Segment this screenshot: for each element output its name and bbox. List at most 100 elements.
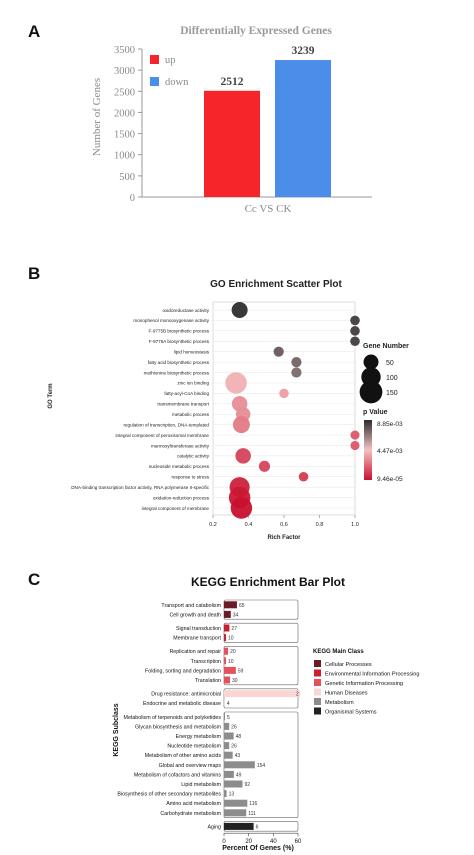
size-legend-label: 150 [386, 390, 398, 397]
kegg-legend-label: Organismal Systems [325, 710, 377, 716]
kegg-legend-swatch [314, 679, 321, 686]
chart-go-scatter: GO Enrichment Scatter Plot GO Term oxido… [48, 279, 409, 541]
go-term-label: fatty acid biosynthetic process [148, 360, 210, 365]
go-term-label: nucleoside metabolic process [149, 464, 210, 469]
go-point [225, 372, 247, 394]
data-label-down: 3239 [292, 45, 315, 57]
kegg-bar [224, 770, 234, 778]
kegg-count-label: 10 [228, 636, 234, 642]
kegg-subclass-label: Energy metabolism [176, 734, 222, 740]
size-legend-label: 50 [386, 360, 394, 367]
kegg-count-label: 6 [256, 824, 259, 830]
go-point [235, 448, 251, 464]
kegg-subclass-label: Drug resistance: antimicrobial [151, 692, 221, 698]
kegg-bar [224, 610, 231, 618]
go-point [291, 357, 302, 368]
kegg-subclass-label: Carbohydrate metabolism [160, 811, 221, 817]
kegg-subclass-label: Membrane transport [173, 636, 221, 642]
kegg-subclass-label: Amino acid metabolism [166, 801, 221, 807]
go-point [231, 301, 248, 319]
kegg-count-label: 4 [227, 701, 230, 707]
go-term-label: response to stress [171, 475, 209, 480]
size-legend-dot [363, 354, 379, 370]
chart-deg-bar: Differentially Expressed Genes Number of… [91, 25, 372, 215]
size-legend-title: Gene Number [363, 343, 409, 350]
chart-c-xtick-label: 0 [222, 839, 226, 845]
chart-b-xtick-label: 0.2 [209, 522, 217, 528]
go-point [350, 430, 360, 440]
kegg-bar [224, 780, 243, 788]
kegg-subclass-label: Biosynthesis of other secondary metaboli… [117, 792, 221, 798]
kegg-subclass-label: Cell growth and death [169, 612, 221, 618]
bar-down [275, 60, 331, 197]
chart-a-ytick-label: 500 [119, 172, 135, 183]
kegg-count-label: 43 [235, 753, 241, 759]
go-term-label: integral component of peroxisomal membra… [116, 433, 210, 438]
kegg-bar [224, 713, 225, 721]
kegg-bar [224, 666, 236, 674]
kegg-bar [224, 790, 227, 798]
chart-b-xtick-label: 0.8 [316, 522, 324, 528]
chart-kegg-bar: KEGG Enrichment Bar Plot KEGG Subclass T… [113, 575, 420, 852]
color-legend-label-mid: 4.47e-03 [377, 448, 403, 455]
go-point [350, 315, 360, 326]
kegg-group-frame [223, 622, 299, 643]
chart-a-ytick-label: 0 [130, 193, 135, 204]
go-term-label: integral component of membrane [142, 506, 210, 511]
kegg-bar [224, 699, 225, 707]
chart-a-xlabel: Cc VS CK [245, 203, 292, 215]
kegg-subclass-label: Aging [207, 824, 221, 830]
chart-a-ytick-label: 1500 [114, 130, 135, 141]
kegg-count-label: 116 [249, 801, 257, 807]
kegg-bar [224, 624, 230, 632]
go-point [279, 388, 289, 399]
kegg-count-label: 26 [231, 724, 237, 730]
kegg-group-frame [223, 599, 299, 620]
color-legend-bar [364, 420, 372, 480]
go-term-label: metabolic process [172, 412, 210, 417]
go-point [291, 367, 302, 378]
kegg-count-label: 48 [236, 734, 242, 740]
kegg-count-label: 34 [233, 612, 239, 618]
kegg-subclass-label: Transcription [191, 659, 221, 665]
go-point [298, 471, 309, 482]
kegg-bar [224, 732, 234, 740]
kegg-count-label: 92 [245, 782, 251, 788]
kegg-count-label: 2 [296, 692, 299, 698]
chart-c-title: KEGG Enrichment Bar Plot [191, 575, 345, 589]
go-point [258, 460, 271, 472]
kegg-subclass-label: Lipid metabolism [181, 782, 221, 788]
kegg-subclass-label: Global and overview maps [159, 763, 222, 769]
go-point [350, 440, 360, 451]
kegg-legend-title: KEGG Main Class [313, 649, 364, 655]
chart-a-ytick-label: 2000 [114, 108, 135, 119]
chart-a-ytick-label: 3500 [114, 45, 135, 56]
kegg-legend-label: Metabolism [325, 700, 354, 706]
go-point [232, 416, 250, 434]
kegg-legend-swatch [314, 688, 321, 696]
kegg-legend-label: Genetic Information Processing [325, 681, 403, 687]
go-point [230, 497, 253, 519]
chart-a-ytick-label: 2500 [114, 87, 135, 98]
kegg-bar [224, 657, 226, 665]
chart-c-xtick-label: 60 [295, 839, 302, 845]
color-legend-label-high: 8.85e-03 [377, 421, 403, 428]
panel-label-c: C [28, 570, 41, 589]
legend-swatch-down [150, 77, 159, 86]
kegg-count-label: 154 [257, 763, 266, 769]
chart-c-ylabel: KEGG Subclass [113, 703, 120, 756]
go-term-label: catalytic activity [177, 454, 210, 459]
go-term-label: DNA-binding transcription factor activit… [71, 485, 209, 490]
kegg-bar [224, 601, 237, 609]
legend-swatch-up [150, 55, 159, 64]
color-legend-title: p Value [363, 409, 388, 416]
go-term-label: F-9775A biosynthetic process [149, 339, 210, 344]
go-term-label: oxidation-reduction process [153, 495, 210, 500]
go-term-label: mannosyltransferase activity [151, 443, 210, 448]
kegg-legend-swatch [314, 669, 321, 677]
kegg-count-label: 49 [236, 772, 242, 778]
panel-label-a: A [28, 22, 41, 41]
chart-a-ylabel: Number of Genes [91, 78, 103, 156]
go-point [350, 336, 360, 347]
kegg-count-label: 13 [229, 792, 235, 798]
